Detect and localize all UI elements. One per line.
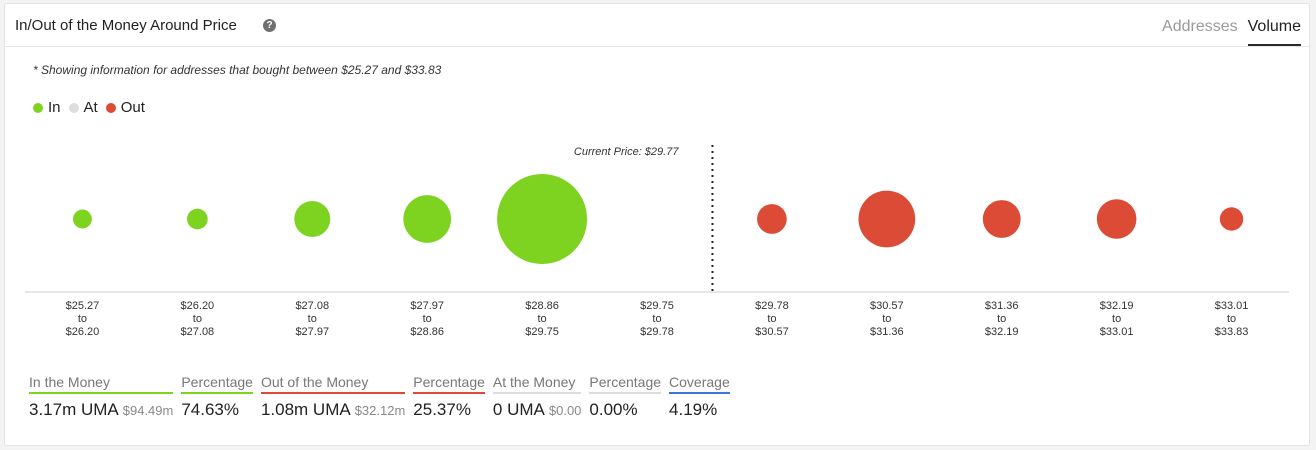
tick-label-to-word: to: [1112, 313, 1121, 325]
tick-label-to-word: to: [767, 313, 776, 325]
tick-label-to: $29.75: [525, 326, 559, 338]
tab-addresses[interactable]: Addresses: [1162, 18, 1238, 35]
bubble-out[interactable]: [1096, 199, 1137, 239]
stat-sub: $32.12m: [354, 403, 406, 418]
stat-main: 1.08m UMA: [260, 400, 351, 419]
stat-sub: $0.00: [548, 403, 582, 418]
stat-main: 3.17m UMA: [29, 400, 119, 419]
stat-label: Percentage: [181, 374, 253, 394]
stat-value: 74.63%: [181, 400, 240, 419]
tick-label-to-word: to: [882, 313, 891, 325]
tick-label-from: $29.78: [755, 300, 789, 312]
stat-value: 25.37%: [413, 400, 471, 419]
stat-at-percentage: Percentage 0.00%: [589, 374, 662, 420]
tick-label-to-word: to: [423, 313, 432, 325]
stats-row: In the Money 3.17m UMA $94.49m Percentage…: [29, 374, 738, 420]
stat-value: 3.17m UMA $94.49m: [29, 400, 173, 420]
legend-dot-in: [33, 102, 43, 113]
tick-label-to-word: to: [78, 313, 87, 325]
legend-label-at: At: [83, 99, 98, 116]
question-circle-icon[interactable]: ?: [263, 19, 276, 32]
in-out-money-card: In/Out of the Money Around Price ? Addre…: [4, 3, 1310, 446]
tick-label-to-word: to: [1227, 313, 1236, 325]
stat-label: Percentage: [589, 374, 662, 394]
tick-label-to: $30.57: [755, 326, 789, 338]
tick-label-from: $32.19: [1100, 300, 1134, 312]
tick-label-to: $28.86: [410, 326, 444, 338]
legend: In At Out: [33, 99, 153, 116]
stat-label: Coverage: [669, 374, 730, 394]
bubble-out[interactable]: [757, 204, 787, 234]
tick-label-to-word: to: [652, 313, 661, 325]
stat-value: 0 UMA $0.00: [493, 400, 582, 420]
tick-label-from: $27.97: [410, 300, 444, 312]
legend-item-at[interactable]: At: [68, 99, 98, 116]
bubble-out[interactable]: [858, 190, 916, 248]
tick-label-to: $29.78: [640, 326, 674, 338]
tab-volume[interactable]: Volume: [1247, 4, 1301, 46]
stat-label: At the Money: [492, 374, 582, 394]
tick-label-to: $31.36: [870, 326, 904, 338]
tick-label-from: $26.20: [181, 300, 215, 312]
tick-label-from: $25.27: [66, 300, 100, 312]
tick-label-to: $32.19: [985, 326, 1019, 338]
card-title: In/Out of the Money Around Price: [15, 17, 237, 34]
range-note: * Showing information for addresses that…: [33, 63, 442, 77]
tick-label-to: $26.20: [66, 326, 100, 338]
stat-label: In the Money: [29, 374, 174, 394]
legend-item-in[interactable]: In: [33, 99, 61, 116]
tick-label-to: $27.97: [295, 326, 329, 338]
legend-dot-out: [105, 102, 116, 113]
bubble-in[interactable]: [294, 201, 331, 237]
stat-out-percentage: Percentage 25.37%: [413, 374, 485, 420]
current-price-label: Current Price: $29.77: [574, 146, 679, 158]
stat-label: Out of the Money: [260, 374, 406, 394]
tick-label-from: $31.36: [985, 300, 1019, 312]
bubble-in[interactable]: [73, 209, 92, 229]
bubble-out[interactable]: [1219, 207, 1244, 231]
stat-in-percentage: Percentage 74.63%: [181, 374, 253, 420]
tick-label-to: $33.83: [1215, 326, 1249, 338]
stat-label: Percentage: [413, 374, 485, 394]
tick-label-to: $33.01: [1100, 326, 1134, 338]
stat-sub: $94.49m: [122, 403, 174, 418]
tick-label-to: $27.08: [181, 326, 215, 338]
tick-label-to-word: to: [537, 313, 546, 325]
legend-item-out[interactable]: Out: [105, 99, 145, 116]
tick-label-from: $28.86: [525, 300, 559, 312]
stat-at-the-money: At the Money 0 UMA $0.00: [492, 374, 582, 420]
tab-bar: Addresses Volume: [1152, 4, 1301, 46]
stat-out-of-the-money: Out of the Money 1.08m UMA $32.12m: [260, 374, 406, 420]
bubble-in[interactable]: [497, 174, 588, 264]
card-header: In/Out of the Money Around Price ? Addre…: [5, 4, 1309, 47]
bubble-in[interactable]: [403, 195, 452, 243]
bubble-out[interactable]: [982, 200, 1021, 238]
tick-label-to-word: to: [193, 313, 202, 325]
bubble-in[interactable]: [187, 208, 208, 230]
tick-label-from: $29.75: [640, 300, 674, 312]
stat-in-the-money: In the Money 3.17m UMA $94.49m: [29, 374, 174, 420]
stat-value: 0.00%: [589, 400, 638, 419]
legend-label-in: In: [48, 99, 61, 116]
tick-label-to-word: to: [308, 313, 317, 325]
tick-label-from: $27.08: [295, 300, 329, 312]
stat-coverage: Coverage 4.19%: [669, 374, 730, 420]
bubble-chart: $25.27to$26.20$26.20to$27.08$27.08to$27.…: [25, 145, 1289, 338]
legend-label-out: Out: [120, 99, 145, 116]
stat-main: 0 UMA: [492, 400, 545, 419]
stat-value: 4.19%: [669, 400, 718, 419]
tick-label-to-word: to: [997, 313, 1006, 325]
tick-label-from: $33.01: [1215, 300, 1249, 312]
stat-value: 1.08m UMA $32.12m: [261, 400, 405, 420]
legend-dot-at: [68, 102, 79, 113]
tick-label-from: $30.57: [870, 300, 904, 312]
